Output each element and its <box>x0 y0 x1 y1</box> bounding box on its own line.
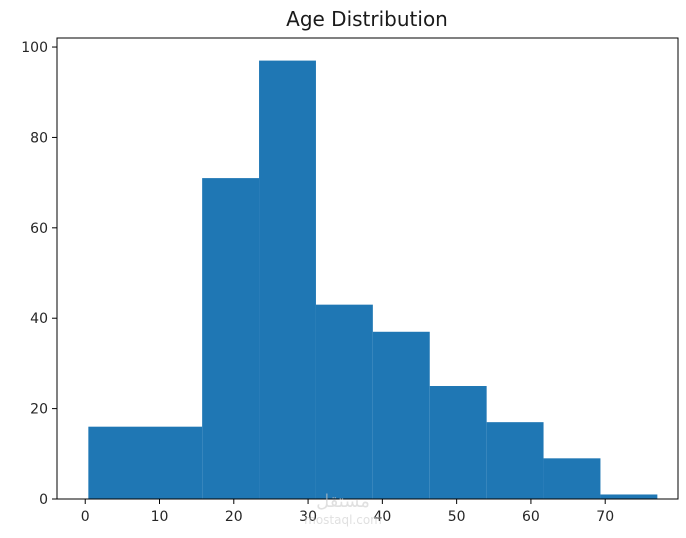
histogram-bar-2 <box>259 60 316 500</box>
x-tick-label-6: 60 <box>522 509 540 525</box>
histogram-bar-5 <box>429 386 487 499</box>
bars-group <box>88 60 658 500</box>
x-tick-label-1: 10 <box>151 509 169 525</box>
x-tick-label-4: 40 <box>373 509 391 525</box>
histogram-bar-1 <box>202 178 260 499</box>
watermark-arabic: مستقل <box>316 491 370 512</box>
y-tick-label-4: 80 <box>30 130 48 146</box>
x-tick-label-2: 20 <box>225 509 243 525</box>
histogram-bar-8 <box>600 494 658 499</box>
x-tick-label-7: 70 <box>596 509 614 525</box>
y-axis-ticks: 0 20 40 60 80 100 <box>21 40 57 508</box>
plot-frame <box>56 37 679 500</box>
y-tick-label-2: 40 <box>30 311 48 327</box>
histogram-bar-6 <box>486 422 544 499</box>
histogram-bar-0 <box>88 426 203 499</box>
y-tick-label-5: 100 <box>21 40 48 56</box>
y-tick-label-0: 0 <box>39 492 48 508</box>
y-tick-label-3: 60 <box>30 221 48 237</box>
histogram-bar-7 <box>543 458 601 499</box>
x-tick-label-5: 50 <box>448 509 466 525</box>
watermark-url: mostaql.com <box>304 513 382 527</box>
y-tick-label-1: 20 <box>30 402 48 418</box>
x-tick-label-0: 0 <box>81 509 90 525</box>
watermark: مستقل mostaql.com <box>304 491 382 527</box>
chart-title: Age Distribution <box>286 7 448 31</box>
histogram-bar-3 <box>315 304 373 499</box>
x-axis-ticks: 0 10 20 30 40 50 60 70 <box>81 499 614 525</box>
x-tick-label-3: 30 <box>299 509 317 525</box>
histogram-bar-4 <box>372 331 430 499</box>
